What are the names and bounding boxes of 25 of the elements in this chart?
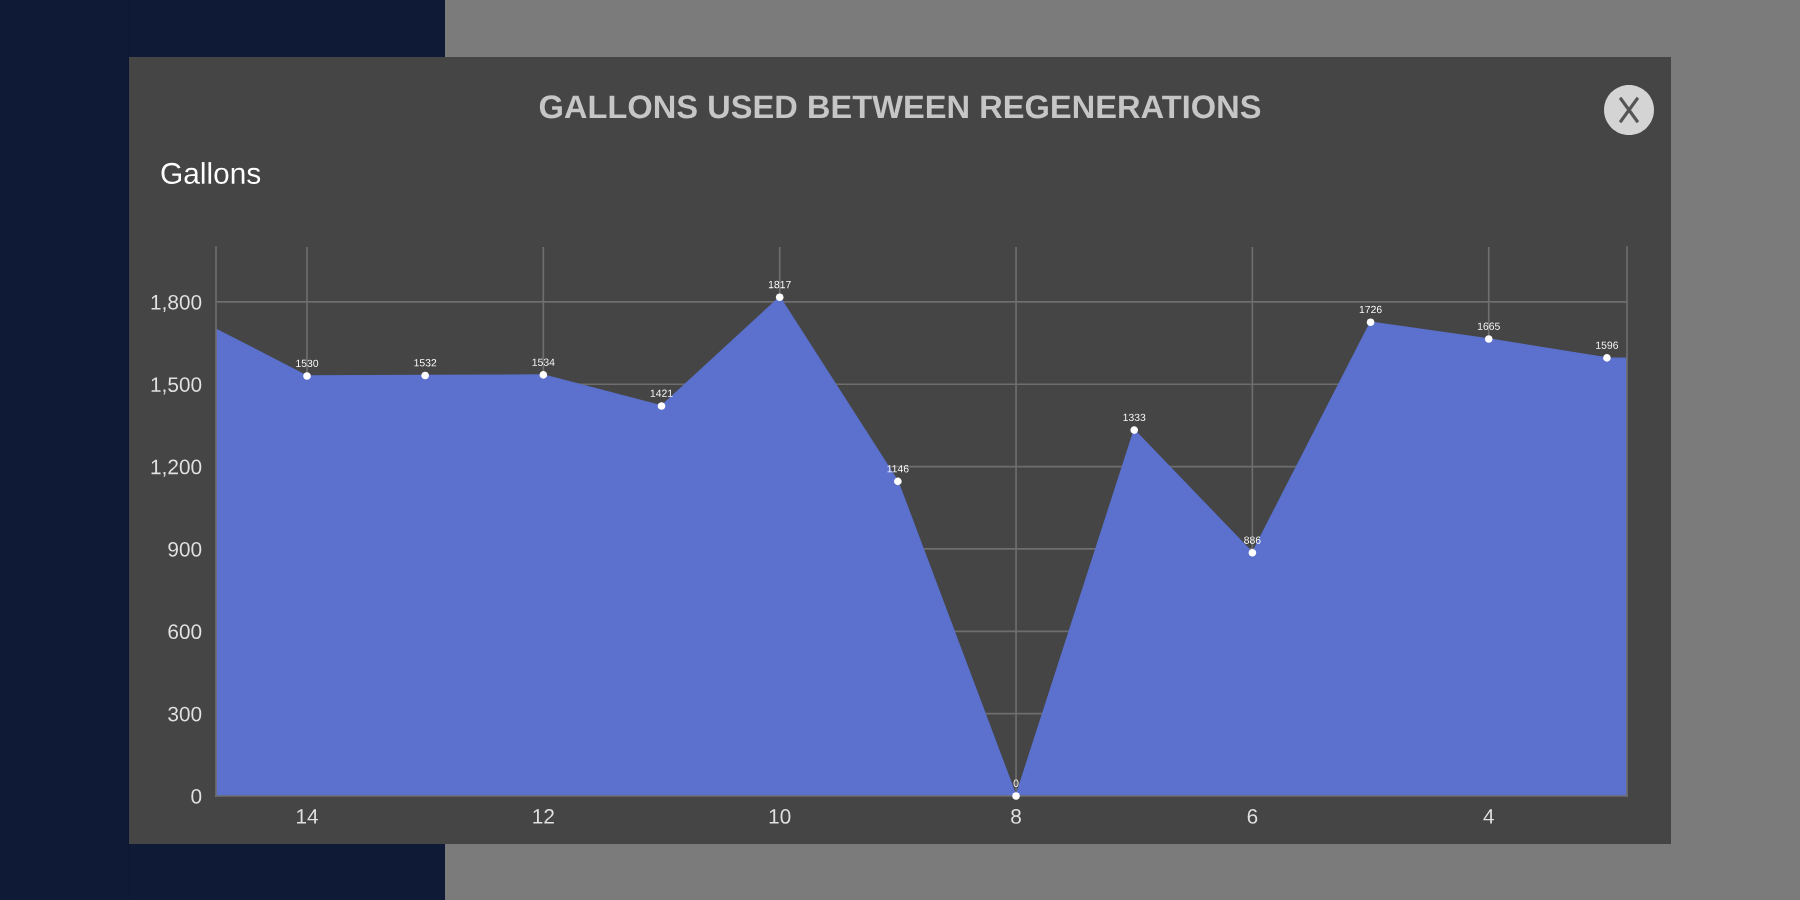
- x-tick-label: 4: [1483, 809, 1494, 824]
- y-tick-label: 1,800: [151, 294, 202, 313]
- y-axis-title: Gallons: [161, 162, 261, 185]
- y-tick-label: 300: [168, 706, 202, 722]
- data-label: 1532: [414, 359, 437, 367]
- y-tick-label: 900: [168, 541, 202, 557]
- y-tick-label: 1,200: [151, 459, 202, 477]
- data-label: 0: [1013, 779, 1019, 787]
- x-tick-label: 12: [533, 809, 554, 824]
- data-label: 1534: [532, 358, 555, 366]
- data-label: 1596: [1596, 341, 1619, 349]
- data-label: 1333: [1123, 413, 1146, 422]
- data-label: 1530: [296, 359, 319, 368]
- chart-title: GALLONS USED BETWEEN REGENERATIONS: [539, 95, 1261, 119]
- x-tick-label: 8: [1011, 809, 1021, 824]
- x-tick-label: 6: [1247, 809, 1258, 824]
- y-tick-label: 600: [168, 624, 202, 640]
- x-tick-label: 14: [297, 809, 318, 824]
- data-label: 1421: [650, 389, 673, 397]
- data-label: 1817: [768, 280, 791, 289]
- data-label: 1665: [1477, 322, 1500, 330]
- y-tick-label: 0: [191, 789, 202, 804]
- y-tick-label: 1,500: [151, 377, 202, 395]
- x-tick-label: 10: [769, 809, 791, 824]
- data-label: 1726: [1359, 305, 1382, 314]
